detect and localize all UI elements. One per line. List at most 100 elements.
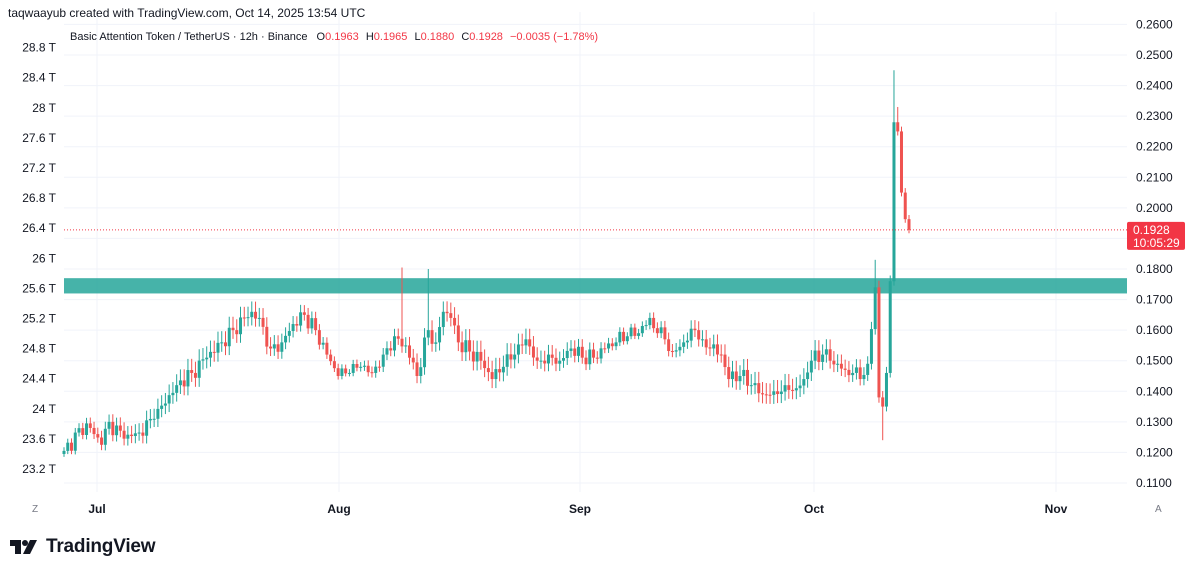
candle	[419, 358, 423, 384]
candle	[746, 358, 750, 395]
candle	[877, 280, 881, 403]
candle	[438, 316, 442, 351]
candle	[62, 447, 66, 457]
candle	[693, 320, 697, 338]
brand-name: TradingView	[46, 536, 156, 557]
candle	[321, 337, 325, 350]
candle	[220, 331, 224, 352]
candle	[640, 321, 644, 337]
candle	[836, 354, 840, 372]
candle	[873, 259, 877, 335]
left-axis-tick: 23.6 T	[22, 432, 56, 446]
candle	[535, 347, 539, 369]
candle	[449, 302, 453, 327]
candle	[389, 341, 393, 357]
support-zone	[64, 278, 1127, 294]
candle	[580, 339, 584, 364]
candle	[520, 333, 524, 355]
candle	[828, 339, 832, 369]
candle	[85, 417, 89, 440]
candle	[148, 409, 152, 429]
candle	[843, 359, 847, 378]
candle	[659, 321, 663, 339]
price-chart[interactable]: 23.2 T 23.6 T 24 T 24.4 T 24.8 T 25.2 T 25.6 T…	[0, 0, 1200, 530]
candle	[685, 332, 689, 349]
candle	[374, 360, 378, 378]
candle	[899, 126, 903, 197]
candle	[182, 369, 186, 396]
left-axis-tick: 27.6 T	[22, 131, 56, 145]
high-value: 0.1965	[373, 31, 408, 43]
low-value: 0.1880	[420, 31, 455, 43]
candle	[257, 307, 261, 327]
candle	[355, 359, 359, 372]
candle	[460, 331, 464, 361]
tradingview-logo[interactable]: TradingView	[10, 536, 156, 558]
candle	[212, 340, 216, 362]
candle	[809, 350, 813, 381]
candle	[190, 358, 194, 382]
candle	[100, 430, 104, 451]
candle	[280, 333, 284, 359]
right-axis-tick: 0.1500	[1136, 354, 1173, 368]
candle	[550, 345, 554, 366]
left-axis-tick: 28.8 T	[22, 41, 56, 55]
candle	[543, 350, 547, 372]
candle	[498, 357, 502, 382]
candle	[761, 381, 765, 404]
time-axis: Jul Aug Sep Oct Nov	[88, 502, 1067, 516]
candle	[96, 427, 100, 443]
right-axis-tick: 0.1800	[1136, 262, 1173, 276]
candle	[652, 312, 656, 333]
candle	[618, 327, 622, 347]
candle	[821, 344, 825, 371]
candle	[359, 362, 363, 372]
candle	[404, 337, 408, 354]
right-axis-tick: 0.1700	[1136, 293, 1173, 307]
candle	[276, 335, 280, 359]
candle	[141, 423, 145, 444]
candle	[539, 350, 543, 369]
candle	[453, 307, 457, 335]
candle	[287, 322, 291, 343]
open-value: 0.1963	[325, 31, 359, 43]
time-axis-tick: Sep	[569, 502, 591, 516]
high-label: H	[365, 31, 374, 43]
candle	[317, 324, 321, 350]
close-value: 0.1928	[469, 31, 503, 43]
candle	[584, 350, 588, 371]
candle	[839, 354, 843, 376]
candle	[205, 346, 209, 369]
candle	[231, 316, 235, 339]
candle	[73, 427, 77, 455]
auto-scale-toggle[interactable]: A	[1155, 504, 1162, 515]
candle	[772, 379, 776, 404]
candle	[561, 349, 565, 368]
candle	[847, 361, 851, 383]
log-scale-toggle[interactable]: Z	[32, 504, 39, 515]
candle	[832, 351, 836, 373]
candle	[227, 316, 231, 356]
right-axis: 0.1100 0.1200 0.1300 0.1400 0.1500 0.1600 0.17…	[1136, 17, 1173, 490]
candle	[441, 301, 445, 336]
candle	[592, 342, 596, 364]
candle	[299, 304, 303, 332]
candle	[749, 374, 753, 395]
candle	[516, 333, 520, 364]
candle	[486, 356, 490, 382]
candle	[824, 339, 828, 363]
right-axis-tick: 0.2600	[1136, 17, 1173, 31]
candle	[445, 301, 449, 322]
candle	[423, 328, 427, 375]
candle	[513, 343, 517, 369]
candle	[133, 424, 137, 444]
candle	[156, 398, 160, 428]
candle	[554, 348, 558, 372]
candle	[757, 371, 761, 403]
candle	[362, 360, 366, 371]
candle	[903, 188, 907, 223]
left-axis-tick: 26.4 T	[22, 221, 56, 235]
candle	[197, 349, 201, 387]
candle	[697, 321, 701, 347]
candle	[381, 347, 385, 373]
